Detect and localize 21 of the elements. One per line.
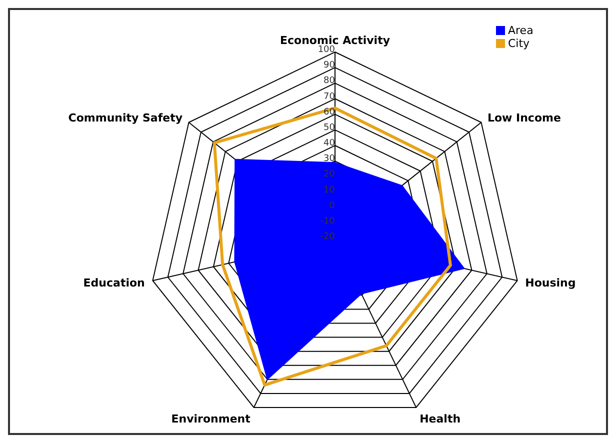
y-tick-label: 80 [324, 76, 336, 86]
spoke-label: Health [420, 412, 461, 426]
y-tick-label: 90 [324, 60, 336, 71]
spoke-label: Education [83, 276, 145, 290]
spoke-label: Environment [171, 412, 250, 426]
legend-label: City [508, 37, 530, 50]
y-tick-label: 50 [324, 122, 336, 133]
spoke-label: Economic Activity [280, 34, 390, 47]
y-tick-label: 20 [324, 170, 336, 180]
legend-label: Area [508, 24, 534, 37]
y-tick-label: 70 [324, 92, 336, 102]
y-tick-label: 30 [324, 154, 336, 164]
y-tick-label: 0 [329, 200, 336, 211]
y-tick-label: 40 [324, 138, 336, 148]
spoke-label: Low Income [487, 111, 561, 124]
spoke-label: Community Safety [68, 111, 183, 124]
y-tick-label: 10 [324, 185, 336, 196]
y-tick-label: -20 [320, 232, 336, 242]
spoke-label: Housing [525, 276, 576, 290]
y-tick-label: 100 [318, 45, 336, 55]
y-tick-label: -10 [320, 216, 336, 226]
